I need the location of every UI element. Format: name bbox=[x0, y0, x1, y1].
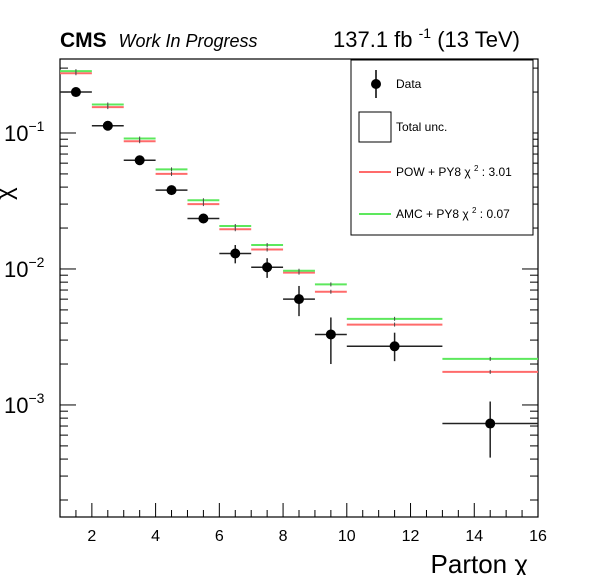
x-tick-label: 12 bbox=[402, 528, 420, 545]
legend-amc-sup: 2 bbox=[472, 206, 477, 215]
data-point bbox=[262, 262, 273, 273]
y-tick-label: 10−1 bbox=[4, 118, 45, 146]
svg-text:CMS Work In Progress: CMS Work In Progress bbox=[60, 29, 258, 52]
data-point bbox=[230, 248, 241, 259]
x-tick-label: 8 bbox=[279, 528, 288, 545]
y-tick-label: 10−3 bbox=[4, 390, 45, 418]
legend-pow-sup: 2 bbox=[474, 164, 479, 173]
axis-ticks: 2 4 6 8 10 12 14 16 10−1 10−2 10−3 bbox=[4, 67, 547, 545]
legend-amc-value: : 0.07 bbox=[480, 207, 510, 221]
data-point bbox=[198, 213, 209, 224]
data-point bbox=[134, 155, 145, 166]
x-tick-label: 4 bbox=[151, 528, 160, 545]
x-tick-label: 10 bbox=[338, 528, 356, 545]
x-tick-label: 16 bbox=[529, 528, 547, 545]
chart-marks bbox=[60, 69, 538, 458]
data-point bbox=[325, 329, 336, 340]
legend-unc-label: Total unc. bbox=[396, 120, 447, 134]
svg-text:137.1 fb -1 (13 TeV): 137.1 fb -1 (13 TeV) bbox=[333, 18, 520, 52]
data-point bbox=[70, 87, 81, 98]
legend: Data Total unc. POW + PY8 χ 2 : 3.01 AMC… bbox=[350, 59, 534, 236]
y-tick-label: 10−2 bbox=[4, 254, 45, 282]
status-label: Work In Progress bbox=[119, 31, 258, 51]
x-tick-label: 2 bbox=[87, 528, 96, 545]
y-axis-label: χ bbox=[0, 187, 18, 200]
legend-data-label: Data bbox=[396, 77, 422, 91]
energy-label: (13 TeV) bbox=[437, 27, 520, 52]
data-point bbox=[102, 120, 113, 131]
experiment-label: CMS bbox=[60, 29, 107, 52]
legend-data-marker bbox=[371, 79, 381, 89]
data-point bbox=[389, 341, 400, 352]
legend-amc-label: AMC + PY8 χ bbox=[396, 207, 469, 221]
data-point bbox=[294, 294, 304, 305]
x-tick-label: 14 bbox=[465, 528, 483, 545]
x-tick-label: 6 bbox=[215, 528, 224, 545]
legend-box bbox=[350, 59, 534, 236]
svg-text:AMC + PY8 χ 2 : 0.: AMC + PY8 χ 2 : 0.07 bbox=[396, 202, 510, 221]
data-point bbox=[166, 185, 177, 196]
lumi-label: 137.1 fb bbox=[333, 27, 413, 52]
legend-unc-swatch bbox=[358, 111, 392, 143]
legend-pow-label: POW + PY8 χ bbox=[396, 165, 471, 179]
legend-pow-value: : 3.01 bbox=[482, 165, 512, 179]
lumi-exponent: -1 bbox=[419, 25, 432, 41]
data-point bbox=[485, 418, 496, 429]
x-axis-label: Parton χ bbox=[431, 549, 529, 575]
svg-text:POW + PY8 χ 2 : 3.: POW + PY8 χ 2 : 3.01 bbox=[396, 160, 512, 179]
